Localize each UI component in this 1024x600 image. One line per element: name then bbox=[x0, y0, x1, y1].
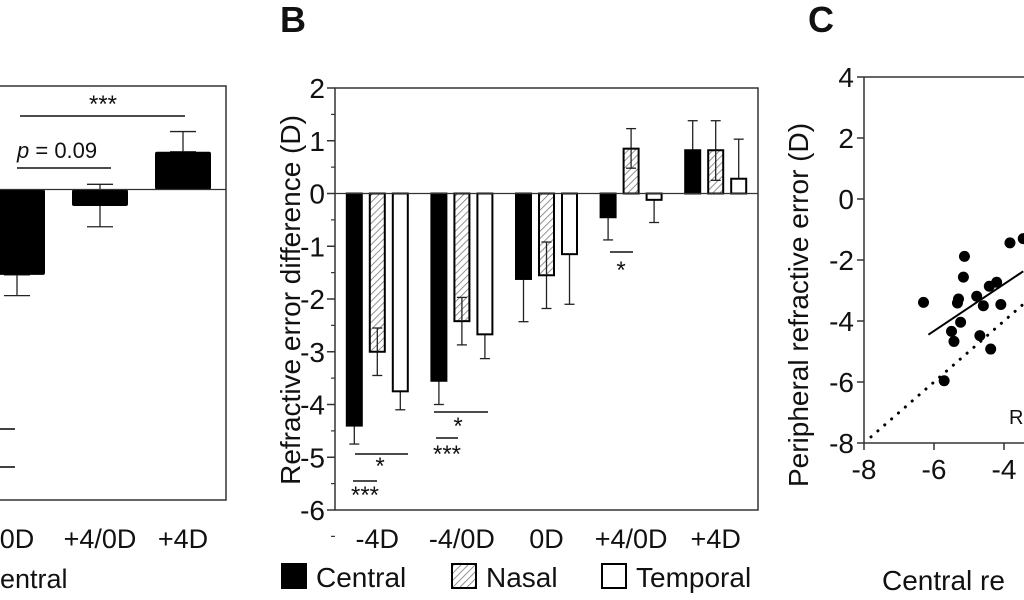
legend-label: Temporal bbox=[636, 562, 751, 593]
data-point bbox=[958, 250, 970, 262]
legend-label: Central bbox=[316, 562, 406, 593]
data-point bbox=[991, 276, 1003, 288]
plot-area bbox=[869, 233, 1024, 439]
data-point bbox=[946, 325, 957, 337]
x-tick-label: +4D bbox=[691, 524, 741, 554]
panel-b: 2 1 0 -1 -2 -3 -4 -5 -6 -4D -4/0D 0D +4/0D +4D Refract… bbox=[275, 73, 759, 554]
y-tick-label: 2 bbox=[838, 123, 854, 154]
y-tick-label: -6 bbox=[829, 367, 854, 398]
x-tick-label: +4D bbox=[158, 524, 208, 554]
data-point bbox=[938, 375, 950, 387]
y-tick-label: 4 bbox=[838, 62, 854, 93]
bar-temporal bbox=[391, 192, 409, 393]
y-tick-label: 0 bbox=[309, 179, 325, 210]
y-tick-label: -3 bbox=[300, 337, 325, 368]
data-point bbox=[974, 330, 986, 342]
significance-label: * bbox=[616, 257, 625, 284]
y-tick-label: -2 bbox=[300, 284, 325, 315]
data-point bbox=[985, 343, 997, 355]
plot-frame bbox=[0, 85, 227, 501]
data-point bbox=[948, 335, 960, 347]
bar-central bbox=[430, 192, 448, 382]
x-tick-label: +4/0D bbox=[64, 524, 137, 554]
x-tick-label: -6 bbox=[922, 454, 947, 485]
data-point bbox=[957, 271, 969, 283]
y-tick-label: -1 bbox=[300, 231, 325, 262]
y-tick-label: 0 bbox=[838, 184, 854, 215]
data-point bbox=[977, 300, 989, 312]
legend: Central Nasal Temporal bbox=[281, 562, 751, 593]
y-tick-label: -4 bbox=[300, 390, 325, 421]
panel-label-c: C bbox=[808, 0, 834, 40]
x-tick-label: 0D bbox=[0, 524, 34, 554]
bar-temporal bbox=[645, 192, 663, 201]
x-tick-label: 0D bbox=[529, 524, 564, 554]
x-tick-label: +4/0D bbox=[595, 524, 668, 554]
x-axis-label: entral bbox=[0, 564, 68, 594]
identity-line bbox=[869, 301, 1024, 439]
bar-central bbox=[0, 189, 45, 275]
significance-label: * bbox=[453, 413, 462, 440]
bar-temporal bbox=[476, 192, 494, 336]
data-point bbox=[918, 296, 929, 308]
legend-swatch-central bbox=[281, 563, 307, 589]
y-tick-label: -6 bbox=[300, 495, 325, 526]
significance-label: *** bbox=[433, 441, 461, 468]
panel-label-b: B bbox=[280, 0, 306, 40]
data-point bbox=[995, 299, 1007, 311]
legend-label: Nasal bbox=[486, 562, 558, 593]
y-tick-label: 2 bbox=[309, 73, 325, 104]
bar-central bbox=[684, 149, 702, 195]
bar-temporal bbox=[561, 192, 578, 256]
regression-line bbox=[927, 270, 1024, 336]
significance-label: *** bbox=[89, 91, 117, 118]
x-axis-label: Central re bbox=[882, 565, 1005, 596]
bar-central bbox=[72, 189, 128, 207]
legend-swatch-temporal bbox=[601, 563, 627, 589]
y-tick-label: -8 bbox=[829, 428, 854, 459]
y-axis-label: Refractive error difference (D) bbox=[275, 115, 306, 485]
x-tick-label: -8 bbox=[852, 454, 877, 485]
data-point bbox=[1004, 237, 1016, 249]
bar-central bbox=[345, 192, 363, 427]
legend-swatch-nasal bbox=[451, 563, 477, 589]
significance-label: p = 0.09 bbox=[16, 138, 97, 163]
y-tick-label: -2 bbox=[829, 245, 854, 276]
data-point bbox=[1017, 233, 1024, 245]
y-tick-label: -4 bbox=[829, 306, 854, 337]
y-tick-label: 1 bbox=[309, 126, 325, 157]
x-tick-label: -4/0D bbox=[429, 524, 495, 554]
bar-central bbox=[515, 192, 532, 280]
x-tick-label: -4D bbox=[356, 524, 400, 554]
significance-label: * bbox=[375, 453, 384, 480]
panel-a: 0D +4/0D +4D p = 0.09 *** entral bbox=[0, 85, 227, 594]
y-tick-label: -5 bbox=[300, 442, 325, 473]
significance-label: *** bbox=[351, 482, 379, 509]
data-point bbox=[955, 316, 967, 328]
bar-temporal bbox=[730, 177, 748, 195]
x-tick-label: -4 bbox=[992, 454, 1017, 485]
y-axis-label: Peripheral refractive error (D) bbox=[783, 123, 814, 487]
bar-central bbox=[155, 151, 211, 190]
data-point bbox=[971, 290, 983, 302]
stat-annotation: R bbox=[1009, 407, 1023, 429]
bar-central bbox=[599, 192, 617, 219]
panel-c: 4 2 0 -2 -4 -6 -8-8 -6 -4 R Peripheral refractive … bbox=[783, 62, 1024, 596]
data-point bbox=[951, 297, 963, 309]
